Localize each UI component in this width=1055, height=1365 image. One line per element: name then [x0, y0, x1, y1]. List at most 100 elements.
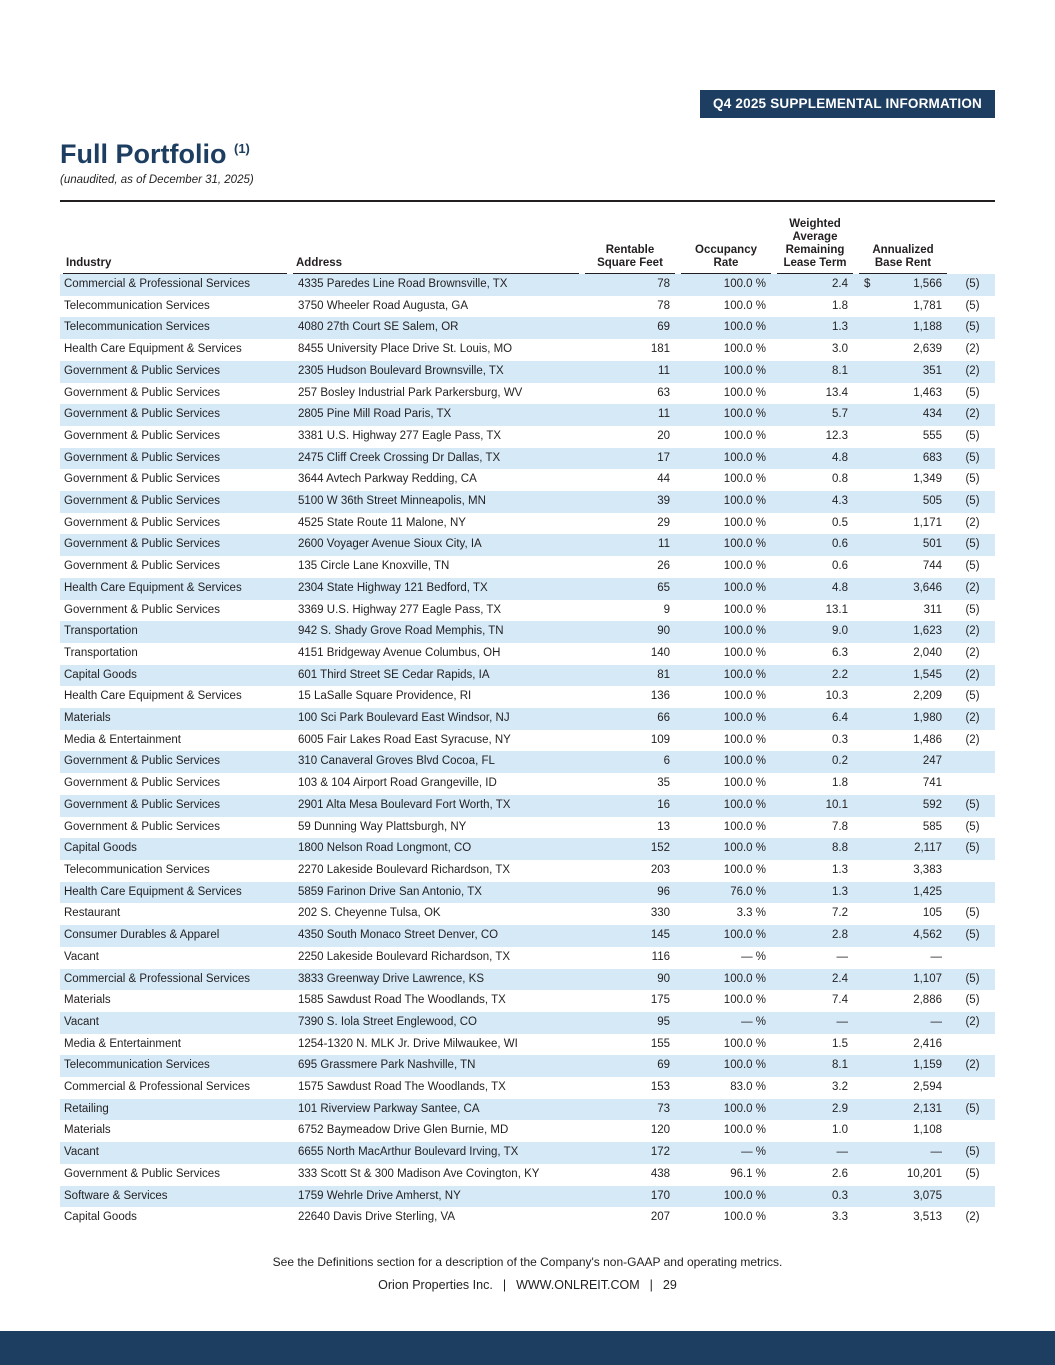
cell-lease-term: 0.2	[832, 755, 848, 768]
table-row: Government & Public Services 2600 Voyager…	[60, 534, 995, 557]
cell-occupancy-rate: 100.0 %	[723, 929, 766, 942]
cell-rentable-square-feet: 35	[657, 777, 670, 790]
cell-annualized-base-rent: $1,566	[856, 274, 950, 296]
cell-rentable-square-feet: 78	[657, 278, 670, 290]
cell-footnote-marker: (2)	[965, 343, 980, 356]
footer-separator: |	[649, 1277, 653, 1292]
table-row: Government & Public Services 2901 Alta Me…	[60, 794, 995, 817]
cell-annualized-base-rent: 1,545	[856, 665, 950, 687]
cell-industry: Government & Public Services	[64, 1167, 220, 1180]
cell-annualized-base-rent: 2,117	[856, 838, 950, 860]
cell-lease-term: 10.1	[825, 798, 848, 811]
cell-industry: Transportation	[64, 646, 138, 659]
cell-occupancy-rate: 100.0 %	[723, 972, 766, 985]
page-footer: Orion Properties Inc. | WWW.ONLREIT.COM | 29	[60, 1278, 995, 1292]
cell-address: 601 Third Street SE Cedar Rapids, IA	[298, 668, 490, 681]
cell-address: 942 S. Shady Grove Road Memphis, TN	[298, 625, 504, 638]
cell-occupancy-rate: 100.0 %	[723, 820, 766, 833]
cell-industry: Government & Public Services	[64, 538, 220, 551]
cell-industry: Transportation	[64, 625, 138, 638]
base-rent-value: 10,201	[906, 1167, 942, 1180]
cell-address: 2304 State Highway 121 Bedford, TX	[298, 581, 488, 594]
cell-rentable-square-feet: 90	[657, 972, 670, 985]
col-header-footnote-spacer	[950, 218, 995, 274]
base-rent-value: 2,639	[913, 343, 942, 356]
cell-footnote-marker: (5)	[965, 690, 980, 703]
cell-rentable-square-feet: 95	[657, 1015, 670, 1028]
cell-footnote-marker: (2)	[965, 1015, 980, 1028]
cell-rentable-square-feet: 69	[657, 321, 670, 334]
base-rent-value: 3,075	[913, 1189, 942, 1202]
cell-industry: Media & Entertainment	[64, 1037, 181, 1050]
base-rent-value: 247	[922, 755, 942, 768]
cell-occupancy-rate: 100.0 %	[723, 668, 766, 681]
dollar-sign: $	[864, 278, 871, 290]
base-rent-value: 1,107	[913, 972, 942, 985]
cell-address: 2805 Pine Mill Road Paris, TX	[298, 408, 452, 421]
cell-rentable-square-feet: 63	[657, 386, 670, 399]
cell-lease-term: 2.4	[832, 278, 848, 290]
cell-address: 4335 Paredes Line Road Brownsville, TX	[298, 278, 508, 290]
cell-annualized-base-rent: 3,646	[856, 578, 950, 600]
cell-industry: Government & Public Services	[64, 798, 220, 811]
cell-annualized-base-rent: 434	[856, 404, 950, 426]
cell-address: 2250 Lakeside Boulevard Richardson, TX	[298, 950, 511, 963]
table-row: Health Care Equipment & Services 8455 Uni…	[60, 339, 995, 361]
base-rent-value: 3,646	[913, 581, 942, 594]
cell-footnote-marker: (5)	[965, 386, 980, 399]
cell-rentable-square-feet: 65	[657, 581, 670, 594]
table-row: Materials 100 Sci Park Boulevard East Win…	[60, 708, 995, 730]
cell-footnote-marker: (5)	[965, 994, 980, 1007]
cell-rentable-square-feet: 9	[663, 603, 670, 616]
cell-annualized-base-rent: 3,075	[856, 1186, 950, 1208]
table-row: Government & Public Services 3381 U.S. Hi…	[60, 426, 995, 448]
cell-address: 135 Circle Lane Knoxville, TN	[298, 560, 450, 573]
table-row: Vacant 2250 Lakeside Boulevard Richardson…	[60, 947, 995, 969]
cell-address: 6655 North MacArthur Boulevard Irving, T…	[298, 1146, 519, 1159]
table-row: Vacant 7390 S. Iola Street Englewood, CO 9…	[60, 1011, 995, 1034]
cell-rentable-square-feet: 145	[650, 929, 670, 942]
cell-footnote-marker: (2)	[965, 364, 980, 377]
cell-annualized-base-rent: 683	[856, 448, 950, 470]
base-rent-value: 744	[922, 560, 942, 573]
cell-occupancy-rate: 100.0 %	[723, 386, 766, 399]
cell-rentable-square-feet: 11	[658, 408, 670, 421]
cell-address: 15 LaSalle Square Providence, RI	[298, 690, 472, 703]
base-rent-value: 2,416	[913, 1037, 942, 1050]
cell-lease-term: 2.8	[832, 929, 848, 942]
cell-lease-term: 0.6	[832, 560, 848, 573]
cell-rentable-square-feet: 78	[657, 299, 670, 312]
cell-lease-term: 0.5	[832, 516, 848, 529]
cell-annualized-base-rent: 2,886	[856, 990, 950, 1012]
cell-occupancy-rate: — %	[741, 1015, 766, 1028]
cell-rentable-square-feet: 109	[650, 733, 670, 746]
table-row: Capital Goods 1800 Nelson Road Longmont, …	[60, 838, 995, 860]
cell-occupancy-rate: 100.0 %	[723, 1037, 766, 1050]
page-subtitle: (unaudited, as of December 31, 2025)	[60, 174, 254, 186]
cell-occupancy-rate: — %	[741, 950, 766, 963]
base-rent-value: 434	[922, 408, 942, 421]
table-row: Consumer Durables & Apparel 4350 South Mo…	[60, 925, 995, 947]
table-row: Health Care Equipment & Services 15 LaSal…	[60, 686, 995, 708]
cell-industry: Government & Public Services	[64, 386, 220, 399]
base-rent-value: 3,383	[913, 863, 942, 876]
cell-footnote-marker: (5)	[965, 972, 980, 985]
col-header-rentable-square-feet: Rentable Square Feet	[585, 244, 675, 274]
cell-address: 4350 South Monaco Street Denver, CO	[298, 929, 499, 942]
cell-rentable-square-feet: 172	[650, 1146, 670, 1159]
base-rent-value: 1,781	[913, 299, 942, 312]
cell-footnote-marker: (2)	[965, 646, 980, 659]
cell-address: 310 Canaveral Groves Blvd Cocoa, FL	[298, 755, 495, 768]
content: Full Portfolio (1) (unaudited, as of Dec…	[0, 139, 1055, 1292]
portfolio-table: Industry Address Rentable Square Feet Oc…	[60, 218, 995, 1229]
cell-address: 8455 University Place Drive St. Louis, M…	[298, 343, 513, 356]
cell-rentable-square-feet: 73	[657, 1102, 670, 1115]
cell-footnote-marker	[950, 860, 995, 882]
cell-industry: Government & Public Services	[64, 755, 220, 768]
base-rent-value: 1,425	[913, 885, 942, 898]
cell-industry: Consumer Durables & Apparel	[64, 929, 220, 942]
cell-industry: Government & Public Services	[64, 364, 220, 377]
base-rent-value: 1,545	[913, 668, 942, 681]
footer-website-link[interactable]: WWW.ONLREIT.COM	[516, 1277, 640, 1292]
